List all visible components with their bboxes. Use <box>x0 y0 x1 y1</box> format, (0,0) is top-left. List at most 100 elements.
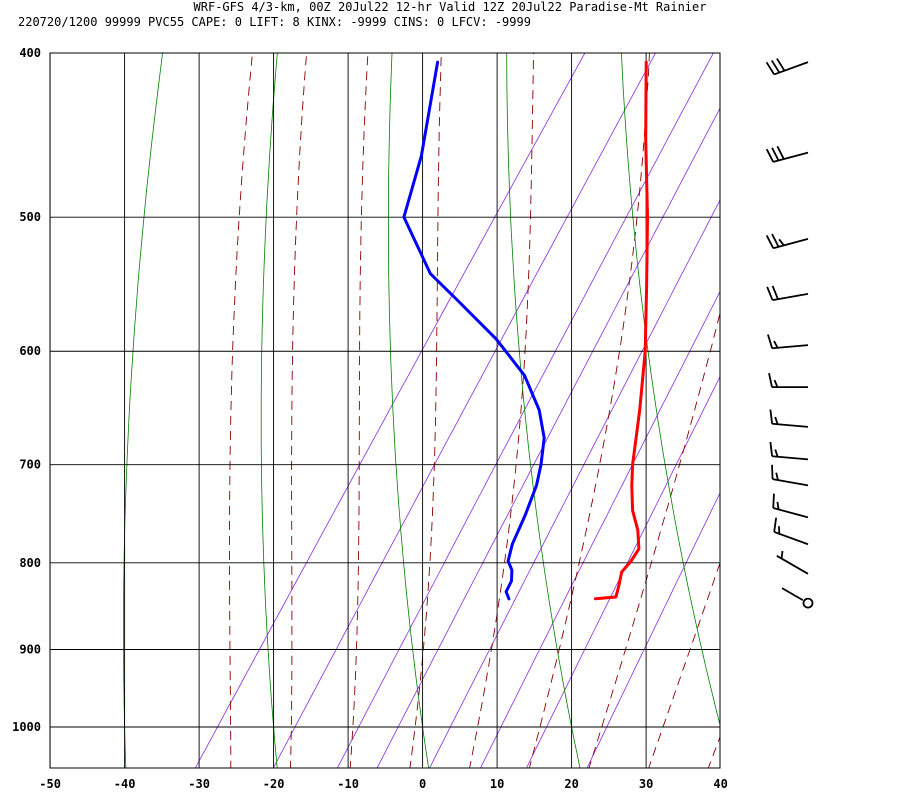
moist-adiabat-line <box>648 561 720 768</box>
pressure-tick-label: 400 <box>19 46 41 60</box>
chart-title: WRF-GFS 4/3-km, 00Z 20Jul22 12-hr Valid … <box>194 0 707 14</box>
wind-barb-feather <box>766 286 774 301</box>
wind-barb-feather <box>772 493 775 509</box>
wind-barb-staff <box>773 61 809 76</box>
wind-barb-feather <box>771 147 780 161</box>
wind-barb-feather <box>771 233 780 248</box>
wind-barb-staff <box>772 422 809 428</box>
wind-barb-feather <box>767 334 773 349</box>
wind-barb-feather <box>774 449 779 457</box>
temperature-tick-label: -40 <box>114 777 136 791</box>
pressure-tick-label: 500 <box>19 210 41 224</box>
wind-barb-feather <box>771 464 774 480</box>
temperature-tick-label: -10 <box>337 777 359 791</box>
temperature-tick-label: -50 <box>39 777 61 791</box>
mixing-ratio-lines <box>194 53 720 768</box>
wind-barb-staff <box>772 478 809 487</box>
moist-adiabats <box>229 53 720 768</box>
wind-barb-staff <box>772 293 809 302</box>
mixing-ratio-line <box>376 107 720 768</box>
wind-barbs <box>765 58 814 609</box>
wind-barb-feather <box>775 472 779 481</box>
temperature-tick-label: 0 <box>419 777 426 791</box>
wind-barb-staff <box>772 151 809 163</box>
wind-barb <box>772 493 809 519</box>
wind-barb <box>773 517 809 546</box>
chart-subtitle-stats: 220720/1200 99999 PVC55 CAPE: 0 LIFT: 8 … <box>18 15 531 29</box>
wind-barb-feather <box>770 59 781 74</box>
wind-barb <box>765 233 809 250</box>
temperature-tick-label: -20 <box>263 777 285 791</box>
wind-barb-staff <box>772 455 809 461</box>
temperature-axis: -50 -40 -30 -20 -10 0 10 20 30 40 <box>39 777 728 791</box>
wind-barb-feather <box>765 61 775 75</box>
pressure-tick-label: 1000 <box>12 720 41 734</box>
moist-adiabat-line <box>229 53 253 768</box>
mixing-ratio-line <box>526 375 720 768</box>
moist-adiabat-line <box>409 53 442 768</box>
mixing-ratio-line <box>480 290 720 768</box>
temperature-tick-label: 10 <box>490 777 504 791</box>
wind-barb-staff <box>773 531 809 546</box>
wind-barb-feather <box>778 238 785 246</box>
wind-barb-feather <box>768 372 773 388</box>
dry-adiabat-line <box>733 15 884 770</box>
dry-adiabat-line <box>620 53 720 727</box>
wind-barb-feather <box>773 517 778 533</box>
plot-area <box>50 15 900 770</box>
mixing-ratio-line <box>336 53 714 768</box>
wind-barb-staff <box>772 238 809 250</box>
wind-barb <box>769 441 809 461</box>
wind-barb-feather <box>776 501 780 510</box>
wind-barb-feather <box>765 148 775 163</box>
wind-barb <box>765 58 809 76</box>
wind-barb <box>767 334 809 350</box>
moist-adiabat-line <box>588 311 720 768</box>
temperature-tick-label: 30 <box>639 777 653 791</box>
sounding-traces <box>402 60 649 601</box>
wind-barb-feather <box>774 416 779 425</box>
pressure-tick-label: 600 <box>19 344 41 358</box>
moist-adiabat-line <box>707 735 720 768</box>
moist-adiabat-line <box>528 53 650 768</box>
wind-barb-feather <box>765 235 775 249</box>
pressure-tick-label: 700 <box>19 458 41 472</box>
mixing-ratio-line <box>272 53 656 768</box>
wind-barb-feather <box>769 409 774 424</box>
wind-barb-feather <box>771 285 779 300</box>
moist-adiabat-line <box>349 53 369 768</box>
plot-frame <box>49 52 721 769</box>
wind-barb <box>768 372 808 389</box>
mixing-ratio-line <box>194 53 586 768</box>
grid-lines <box>50 53 720 768</box>
dewpoint-profile-line <box>402 60 546 601</box>
temperature-profile-line <box>593 60 649 601</box>
moist-adiabat-line <box>290 53 308 768</box>
dry-adiabat-line <box>260 53 278 768</box>
wind-barb-staff <box>772 344 809 350</box>
pressure-tick-label: 800 <box>19 556 41 570</box>
wind-barb-feather <box>780 550 784 559</box>
pressure-axis: 400 500 600 700 800 900 1000 <box>12 46 41 734</box>
wind-barb-feather <box>773 340 779 349</box>
mixing-ratio-line <box>429 199 720 768</box>
dry-adiabat-line <box>388 53 430 768</box>
wind-barb <box>769 409 809 428</box>
dry-adiabat-line <box>123 53 164 768</box>
mixing-ratio-line <box>586 492 720 768</box>
calm-wind-circle <box>802 597 814 609</box>
temperature-tick-label: 40 <box>713 777 727 791</box>
pressure-tick-label: 900 <box>19 642 41 656</box>
temperature-tick-label: -30 <box>188 777 210 791</box>
dry-adiabat-line <box>506 53 581 768</box>
dry-adiabat-line <box>846 15 900 770</box>
wind-barb <box>781 587 814 609</box>
moist-adiabat-line <box>469 53 535 768</box>
wind-barb-feather <box>776 58 786 72</box>
wind-barb-staff <box>772 507 809 519</box>
wind-barb-feather <box>773 379 779 388</box>
wind-barb-staff <box>781 587 804 601</box>
temperature-tick-label: 20 <box>564 777 578 791</box>
wind-barb <box>776 550 809 575</box>
